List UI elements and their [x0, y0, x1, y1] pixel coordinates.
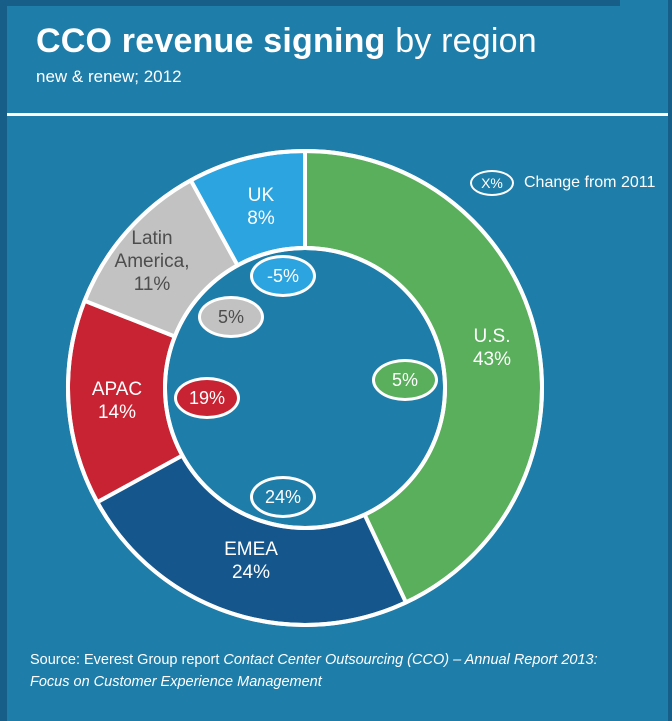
header-separator-line [0, 113, 668, 116]
legend-ellipse-badge: X% [470, 170, 514, 196]
page-title-rest: by region [395, 22, 537, 60]
segment-label-u-s: U.S. 43% [472, 326, 512, 370]
change-badge-apac: 19% [174, 377, 240, 419]
frame-edge-top [0, 0, 620, 6]
legend-label: Change from 2011 [524, 174, 656, 191]
frame-edge-left [0, 0, 7, 721]
source-note-report-title: Contact Center Outsourcing (CCO) – Annua… [30, 652, 598, 690]
change-badge-latin-america: 5% [198, 296, 264, 338]
segment-label-latin-america: Latin America, 11% [114, 227, 190, 295]
segment-label-uk: UK 8% [247, 185, 275, 229]
frame-edge-right [668, 0, 672, 721]
chart-subtitle: new & renew; 2012 [36, 66, 182, 86]
source-note-prefix: Source: Everest Group report [30, 652, 224, 668]
segment-label-apac: APAC 14% [91, 379, 143, 423]
donut-inner-rim [163, 246, 447, 530]
change-badge-uk: -5% [250, 255, 316, 297]
page-title-emphasis: CCO revenue signing [36, 22, 386, 60]
change-badge-emea: 24% [250, 476, 316, 518]
change-legend: X% Change from 2011 [470, 170, 655, 196]
change-badge-u-s: 5% [372, 359, 438, 401]
segment-label-emea: EMEA 24% [224, 539, 278, 583]
chart-header: CCO revenue signing by region new & rene… [36, 22, 537, 87]
page-title: CCO revenue signing by region [36, 22, 537, 60]
donut-outer-rim [66, 149, 544, 627]
source-note: Source: Everest Group report Contact Cen… [30, 650, 630, 694]
